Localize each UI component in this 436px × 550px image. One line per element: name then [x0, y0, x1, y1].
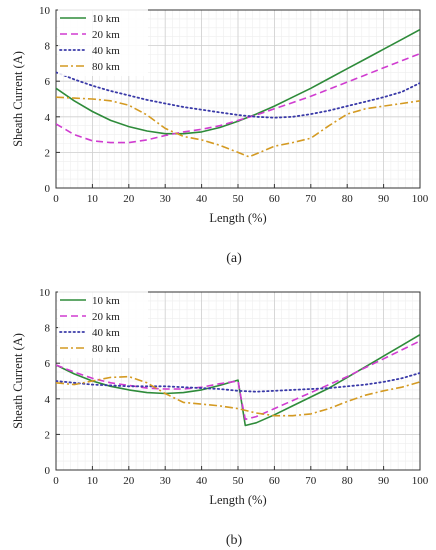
x-axis-label: Length (%) — [209, 211, 266, 225]
series-line-80-km — [56, 96, 420, 158]
legend-label: 20 km — [92, 29, 120, 41]
legend-label: 80 km — [92, 61, 120, 73]
series-line-20-km — [56, 340, 420, 421]
y-tick-label: 2 — [45, 429, 51, 441]
x-tick-label: 10 — [87, 475, 99, 487]
series-line-40-km — [56, 71, 420, 119]
y-tick-label: 4 — [45, 394, 51, 406]
y-tick-label: 8 — [45, 323, 51, 335]
legend: 10 km 20 km 40 km 80 km — [58, 8, 148, 76]
y-tick-label: 0 — [45, 183, 51, 195]
x-tick-label: 30 — [160, 193, 172, 205]
x-tick-label: 70 — [305, 475, 317, 487]
y-tick-label: 10 — [39, 287, 51, 299]
x-tick-label: 90 — [378, 193, 390, 205]
y-tick-label: 6 — [45, 358, 51, 370]
x-tick-label: 10 — [87, 193, 99, 205]
y-tick-label: 6 — [45, 76, 51, 88]
x-tick-label: 80 — [342, 193, 354, 205]
x-tick-label: 80 — [342, 475, 354, 487]
chart-b: 0 10 20 30 40 50 60 70 80 90 100 0 2 4 6 8 10 Length (%) S… — [11, 287, 429, 548]
x-tick-label: 40 — [196, 475, 208, 487]
x-tick-label: 60 — [269, 475, 281, 487]
y-tick-label: 10 — [39, 5, 51, 17]
chart-a: 0 10 20 30 40 50 60 70 80 90 100 0 2 4 6 8 10 Length (%) S… — [11, 5, 429, 266]
legend: 10 km 20 km 40 km 80 km — [58, 290, 148, 358]
legend-label: 10 km — [92, 13, 120, 25]
y-tick-label: 0 — [45, 465, 51, 477]
legend-label: 80 km — [92, 343, 120, 355]
y-axis-label: Sheath Current (A) — [11, 333, 25, 429]
x-tick-label: 90 — [378, 475, 390, 487]
y-tick-label: 4 — [45, 112, 51, 124]
legend-label: 40 km — [92, 327, 120, 339]
x-tick-label: 0 — [53, 475, 59, 487]
legend-background — [58, 290, 148, 358]
x-tick-label: 100 — [412, 193, 429, 205]
x-tick-label: 50 — [233, 193, 245, 205]
x-tick-label: 40 — [196, 193, 208, 205]
x-tick-label: 0 — [53, 193, 59, 205]
series-line-40-km — [56, 372, 420, 393]
x-tick-label: 70 — [305, 193, 317, 205]
y-axis-label: Sheath Current (A) — [11, 51, 25, 147]
x-tick-label: 100 — [412, 475, 429, 487]
legend-label: 20 km — [92, 311, 120, 323]
legend-label: 10 km — [92, 295, 120, 307]
x-tick-label: 30 — [160, 475, 172, 487]
series-line-20-km — [56, 52, 420, 144]
y-tick-label: 2 — [45, 147, 51, 159]
x-tick-label: 50 — [233, 475, 245, 487]
panel-caption: (b) — [226, 533, 243, 548]
legend-label: 40 km — [92, 45, 120, 57]
x-tick-label: 20 — [123, 475, 135, 487]
series-line-10-km — [56, 28, 420, 135]
y-tick-label: 8 — [45, 41, 51, 53]
panel-caption: (a) — [226, 251, 242, 266]
x-axis-label: Length (%) — [209, 493, 266, 507]
x-tick-label: 60 — [269, 193, 281, 205]
legend-background — [58, 8, 148, 76]
x-tick-label: 20 — [123, 193, 135, 205]
